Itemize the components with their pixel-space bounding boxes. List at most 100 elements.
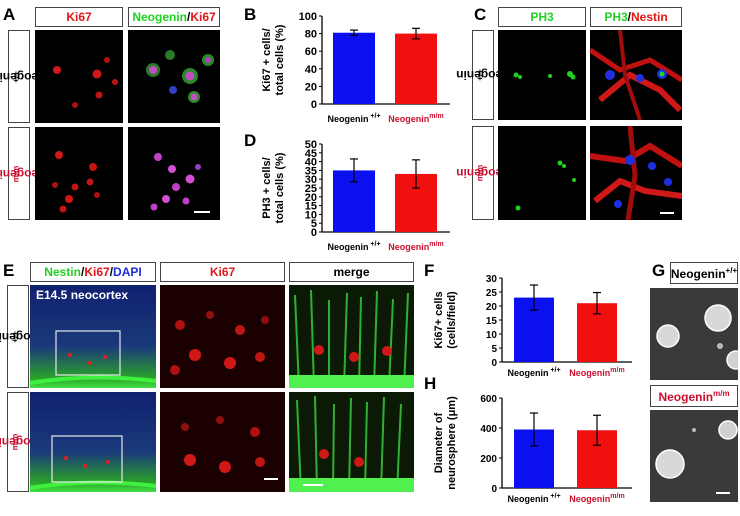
d-ytick-label-7: 35: [305, 165, 317, 177]
d-xcat-0: Neogenin +/+: [327, 241, 380, 252]
c-image-ph3-mm: [498, 126, 586, 220]
e-image-merge-wt: [289, 285, 414, 388]
e-header-merge-text: merge: [333, 265, 370, 279]
e-row-label-wt: Neogenin+/+: [0, 285, 45, 388]
d-ytick-label-2: 10: [305, 209, 317, 221]
g-scale-bar: [716, 492, 730, 494]
c-header-ph3-text2: PH3: [604, 10, 628, 24]
e-header-slash2: /: [109, 265, 114, 279]
panel-a-label: A: [3, 5, 16, 24]
b-ytick-label-0: 0: [311, 99, 317, 111]
d-xcat-1: Neogeninm/m: [388, 241, 443, 252]
d-ytick-label-8: 40: [305, 157, 317, 169]
e-region-label: E14.5 neocortex: [36, 288, 129, 302]
a-image-merge-mm: [128, 127, 220, 220]
g-header-mm-sup: m/m: [713, 388, 730, 398]
d-ytick-label-10: 50: [305, 139, 317, 151]
g-header-wt: Neogenin+/+: [670, 262, 738, 284]
d-ylabel-line-0: PH3 + cells/: [261, 157, 273, 218]
b-ytick-label-4: 80: [305, 29, 317, 41]
a-header-ki67: Ki67: [35, 7, 123, 27]
b-bar-1: [395, 33, 437, 104]
f-xcat-0: Neogenin +/+: [507, 367, 560, 378]
f-ytick-label-4: 20: [486, 302, 498, 313]
h-ytick-label-2: 400: [480, 424, 497, 435]
b-bar-0: [333, 32, 375, 104]
a-header-neogenin-text: Neogenin: [132, 10, 187, 24]
d-ytick-label-3: 15: [305, 201, 317, 213]
a-image-ki67-mm: [35, 127, 123, 220]
g-header-wt-sup: +/+: [725, 265, 738, 275]
a-image-ki67-wt: [35, 30, 123, 123]
e-header-dapi: DAPI: [113, 265, 142, 279]
c-header-ph3: PH3: [498, 7, 586, 27]
c-image-ph3-wt: [498, 30, 586, 120]
e-header-ki67: Ki67: [160, 262, 285, 282]
b-ytick-label-3: 60: [305, 46, 317, 58]
c-image-merge-wt: [590, 30, 682, 120]
a-row-label-wt: Neogenin+/+: [0, 30, 46, 123]
f-ytick-label-2: 10: [486, 330, 498, 341]
e-image-ki67-wt: [160, 285, 285, 388]
b-ytick-label-2: 40: [305, 64, 317, 76]
panel-f-label: F: [424, 261, 435, 280]
a-scale-bar: [194, 211, 210, 213]
g-image-neurosphere-wt: [650, 288, 738, 380]
c-header-ph3-nestin: PH3/Nestin: [590, 7, 682, 27]
f-ylabel-line-0: Ki67+ cells: [433, 291, 445, 348]
g-header-mm-text: Neogenin: [658, 389, 714, 404]
e-image-merge-mm: [289, 392, 414, 492]
c-image-merge-mm: [590, 126, 682, 220]
h-xcat-0: Neogenin +/+: [507, 493, 560, 504]
c-header-ph3-text: PH3: [530, 10, 554, 24]
e-header-merge: merge: [289, 262, 414, 282]
a-header-ki67-text2: Ki67: [190, 10, 216, 24]
h-xcat-1: Neogeninm/m: [569, 493, 624, 504]
f-ytick-label-1: 5: [491, 344, 497, 355]
c-scale-bar: [660, 212, 674, 214]
d-ytick-label-4: 20: [305, 192, 317, 204]
e-header-nestin-ki67-dapi: Nestin / Ki67/DAPI: [30, 262, 156, 282]
c-header-nestin-text: Nestin: [631, 10, 668, 24]
f-ytick-label-5: 25: [486, 288, 498, 299]
e-image-overview-wt: E14.5 neocortex: [30, 285, 156, 388]
f-ytick-label-6: 30: [486, 274, 498, 285]
panel-g-label: G: [652, 261, 666, 280]
f-xcat-1: Neogeninm/m: [569, 367, 624, 378]
e-header-ki67: Ki67: [84, 265, 110, 279]
panel-e-label: E: [3, 261, 15, 280]
d-ytick-label-0: 0: [311, 227, 317, 239]
a-header-ki67-text: Ki67: [66, 10, 92, 24]
a-header-slash: /: [186, 10, 191, 24]
a-header-neogenin-ki67: Neogenin / Ki67: [128, 7, 220, 27]
e-header-slash1: /: [80, 265, 85, 279]
chart-b: 0 20 40 60 80 100 Ki67 + cells/total cells (%)…: [261, 11, 450, 124]
panel-b-label: B: [244, 5, 257, 24]
a-row-label-mm: Neogeninm/m: [0, 127, 46, 220]
b-ytick-label-5: 100: [299, 11, 317, 23]
e-header-nestin: Nestin: [44, 265, 81, 279]
h-ytick-label-0: 0: [491, 484, 497, 495]
d-ytick-label-9: 45: [305, 148, 317, 160]
e-image-overview-mm: [30, 392, 156, 492]
d-ytick-label-5: 25: [305, 183, 317, 195]
g-image-neurosphere-mm: [650, 410, 738, 502]
chart-f: 0 5 10 15 20 25 30 Ki67+ cells (cells/field) Neog…: [433, 274, 632, 378]
g-header-wt-text: Neogenin: [670, 266, 726, 281]
h-ytick-label-1: 200: [480, 454, 497, 465]
panel-c-label: C: [474, 5, 487, 24]
d-ytick-label-1: 5: [311, 218, 317, 230]
b-ylabel-line-0: Ki67 + cells/: [261, 28, 273, 91]
f-ytick-label-0: 0: [491, 358, 497, 369]
c-row-label-wt: Neogenin +/+: [456, 30, 510, 120]
b-ylabel-line-1: total cells (%): [274, 24, 286, 95]
panel-h-label: H: [424, 374, 437, 393]
f-ytick-label-3: 15: [486, 316, 498, 327]
b-ytick-label-1: 20: [305, 81, 317, 93]
d-ylabel-line-1: total cells (%): [274, 152, 286, 223]
g-header-mm: Neogeninm/m: [650, 385, 738, 407]
d-ytick-label-6: 30: [305, 174, 317, 186]
chart-h: 0 200 400 600 Diameter of neurosphere (μm) Neo…: [433, 394, 632, 504]
h-ytick-label-3: 600: [480, 394, 497, 405]
